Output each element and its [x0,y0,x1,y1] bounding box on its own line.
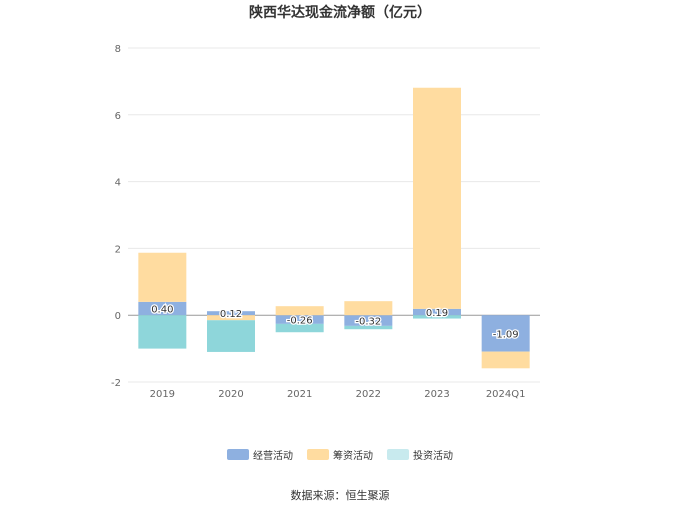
legend-item-operating[interactable]: 经营活动 [227,447,293,462]
x-tick-label: 2022 [356,389,381,400]
legend-label-operating: 经营活动 [253,451,293,462]
operating-bar [138,301,187,316]
cashflow-chart: 8 6 4 2 0 -2 2019 2020 2021 2022 2023 2024Q1 0.40 0.1… [111,44,540,400]
legend-item-financing[interactable]: 筹资活动 [307,447,373,462]
y-tick-label: 2 [115,244,121,255]
operating-bar [481,315,530,352]
legend-swatch-investing [387,449,409,460]
x-tick-label: 2021 [287,389,312,400]
data-label: 0.40 [151,305,173,316]
financing-bar [207,315,255,321]
data-label: 0.19 [426,308,448,319]
source-note: 数据来源：恒生聚源 [290,489,390,502]
legend-swatch-operating [227,449,249,460]
data-label: -0.32 [355,317,381,328]
legend-label-investing: 投资活动 [413,451,453,462]
operating-bar [413,308,461,316]
chart-legend: 经营活动 筹资活动 投资活动 [0,447,680,462]
legend-label-financing: 筹资活动 [333,451,373,462]
operating-bar [275,315,324,324]
financing-bar [344,301,393,316]
chart-title: 陕西华达现金流净额（亿元） [249,5,431,21]
investing-bar [344,325,393,330]
legend-swatch-financing [307,449,329,460]
financing-bar [138,252,187,302]
data-label: -0.26 [287,316,313,327]
investing-bar [207,320,255,352]
x-tick-label: 2023 [424,389,449,400]
financing-bar [275,306,324,316]
x-tick-label: 2019 [150,389,175,400]
financing-bar [481,351,530,369]
x-tick-label: 2024Q1 [486,389,526,400]
financing-bar [413,87,461,309]
investing-bar [275,323,324,333]
legend-item-investing[interactable]: 投资活动 [387,447,453,462]
operating-bar [207,311,255,316]
y-tick-label: -2 [111,378,121,389]
y-tick-label: 0 [115,311,121,322]
y-tick-label: 4 [115,178,121,189]
x-tick-label: 2020 [218,389,243,400]
data-label: -1.09 [493,329,519,340]
investing-bar [413,315,461,319]
investing-bar [138,315,187,349]
y-tick-label: 8 [115,44,121,55]
data-label: 0.12 [220,309,242,320]
y-tick-label: 6 [115,111,121,122]
operating-bar [344,315,393,326]
